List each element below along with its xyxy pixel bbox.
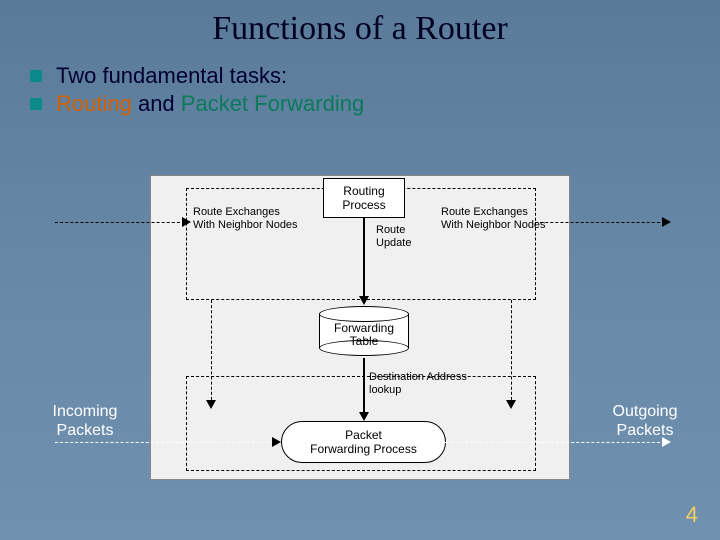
bullet-icon <box>30 98 42 110</box>
dest-lookup-label: Destination Address lookup <box>369 371 489 397</box>
route-update-label: Route Update <box>376 224 426 250</box>
route-exchange-right: Route Exchanges With Neighbor Nodes <box>441 206 551 232</box>
outgoing-arrow <box>445 442 665 443</box>
packet-forwarding-box: Packet Forwarding Process <box>281 421 446 463</box>
bullet-icon <box>30 70 42 82</box>
incoming-arrow <box>55 442 275 443</box>
dashed-connector <box>511 300 512 405</box>
page-number: 4 <box>686 502 698 528</box>
forwarding-table-cylinder: Forwarding Table <box>319 306 409 356</box>
arrow-head-icon <box>272 437 281 447</box>
arrow-line <box>363 218 365 298</box>
bullet-2: Routing and Packet Forwarding <box>30 91 720 117</box>
arrow-head-icon <box>359 296 369 305</box>
bullet-1: Two fundamental tasks: <box>30 63 720 89</box>
arrow-head-icon <box>662 217 671 227</box>
bullet-2-mid: and <box>132 91 181 116</box>
route-exchange-left: Route Exchanges With Neighbor Nodes <box>193 206 303 232</box>
arrow-head-icon <box>506 400 516 409</box>
route-ex-arrow-right <box>535 222 665 223</box>
page-title: Functions of a Router <box>0 0 720 48</box>
bullet-list: Two fundamental tasks: Routing and Packe… <box>30 63 720 117</box>
highlight-routing: Routing <box>56 91 132 116</box>
router-diagram: Routing Process Route Exchanges With Nei… <box>150 175 570 480</box>
forwarding-table-label: Forwarding Table <box>319 322 409 348</box>
bullet-1-text: Two fundamental tasks: <box>56 63 287 89</box>
arrow-line <box>363 358 365 414</box>
routing-process-box: Routing Process <box>323 178 405 218</box>
incoming-packets-label: Incoming Packets <box>40 402 130 440</box>
highlight-forwarding: Packet Forwarding <box>181 91 364 116</box>
arrow-head-icon <box>359 412 369 421</box>
route-ex-arrow-left <box>55 222 185 223</box>
outgoing-packets-label: Outgoing Packets <box>600 402 690 440</box>
arrow-head-icon <box>206 400 216 409</box>
arrow-head-icon <box>182 217 191 227</box>
dashed-connector <box>211 300 212 405</box>
arrow-head-icon <box>662 437 671 447</box>
